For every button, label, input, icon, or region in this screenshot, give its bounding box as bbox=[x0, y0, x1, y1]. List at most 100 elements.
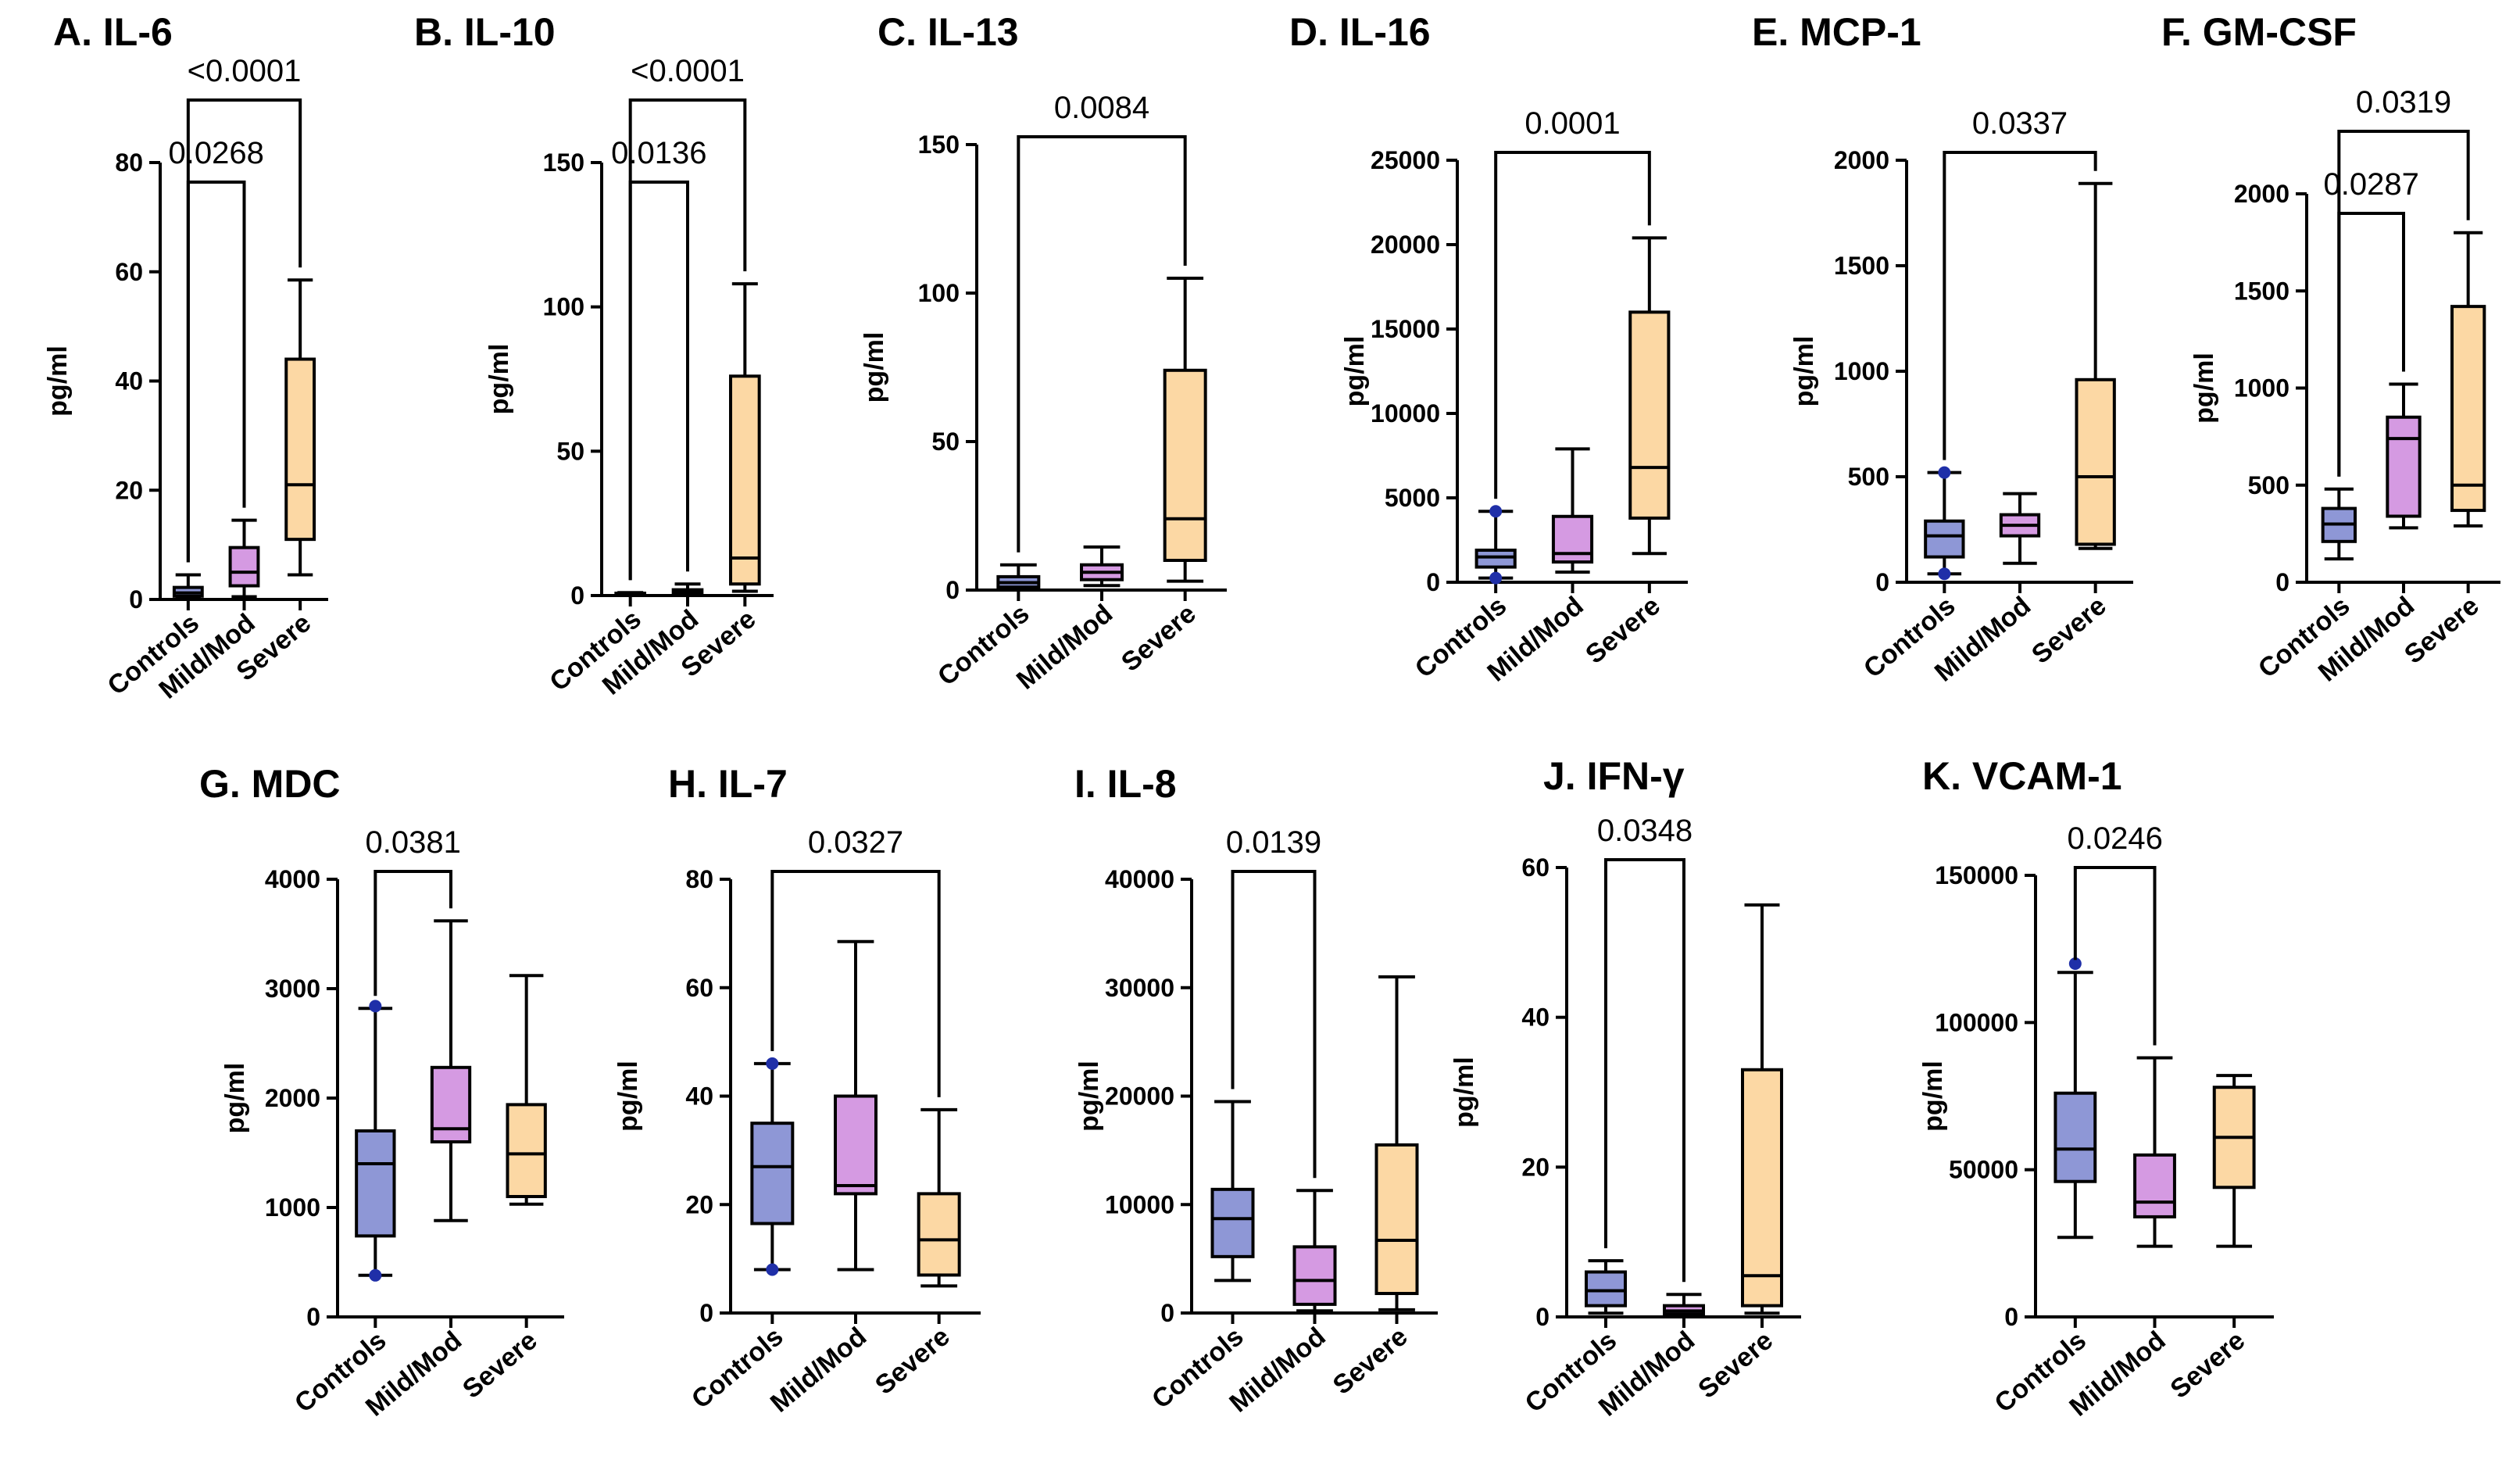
y-tick-label: 0 bbox=[1875, 568, 1889, 596]
panel-title: K. VCAM-1 bbox=[1922, 754, 2122, 798]
y-tick-label: 60 bbox=[115, 258, 143, 286]
box-mildmod bbox=[228, 518, 260, 599]
y-tick-label: 20 bbox=[1521, 1153, 1550, 1181]
box-severe bbox=[2212, 1074, 2256, 1248]
box-iqr bbox=[750, 1122, 795, 1225]
box-iqr bbox=[430, 1065, 472, 1144]
box-mildmod bbox=[834, 939, 878, 1272]
panel-title: C. IL-13 bbox=[878, 10, 1019, 54]
y-tick-label: 20000 bbox=[1371, 231, 1440, 259]
panel-title: I. IL-8 bbox=[1074, 762, 1177, 806]
y-tick-label: 1500 bbox=[1834, 252, 1889, 280]
y-tick-label: 20000 bbox=[1105, 1082, 1174, 1111]
box-severe bbox=[729, 282, 761, 593]
box-severe bbox=[917, 1107, 961, 1288]
box-controls bbox=[355, 1007, 396, 1277]
p-value-label: 0.0348 bbox=[1597, 814, 1693, 848]
y-tick-label: 500 bbox=[1848, 463, 1889, 491]
y-axis-label: pg/ml bbox=[860, 332, 889, 403]
panel-k: K. VCAM-1pg/ml050000100000150000Controls… bbox=[1918, 754, 2274, 1422]
outlier-point bbox=[1489, 505, 1503, 518]
y-tick-label: 0 bbox=[129, 585, 143, 614]
box-controls bbox=[1924, 470, 1965, 576]
box-mildmod bbox=[1999, 492, 2041, 565]
y-tick-label: 40 bbox=[1521, 1004, 1550, 1032]
y-tick-label: 5000 bbox=[1385, 484, 1440, 512]
y-tick-label: 150 bbox=[543, 148, 584, 177]
category-label-severe: Severe bbox=[1116, 599, 1202, 678]
y-tick-label: 0 bbox=[699, 1299, 713, 1327]
box-iqr bbox=[2054, 1091, 2097, 1183]
y-axis-label: pg/ml bbox=[1918, 1061, 1948, 1132]
box-iqr bbox=[834, 1094, 878, 1196]
bracket-line bbox=[186, 98, 302, 563]
bracket-line bbox=[374, 870, 452, 996]
box-controls bbox=[750, 1061, 795, 1272]
outlier-point bbox=[1938, 466, 1951, 479]
box-severe bbox=[1374, 975, 1419, 1311]
box-mildmod bbox=[2386, 382, 2422, 530]
box-iqr bbox=[729, 374, 761, 586]
y-tick-label: 500 bbox=[2248, 471, 2289, 499]
bracket-line bbox=[1943, 151, 2097, 460]
category-label-severe: Severe bbox=[2164, 1326, 2250, 1404]
y-tick-label: 40000 bbox=[1105, 865, 1174, 893]
category-label-severe: Severe bbox=[457, 1326, 543, 1404]
y-tick-label: 3000 bbox=[265, 975, 320, 1003]
bracket-line bbox=[2337, 130, 2470, 477]
box-severe bbox=[284, 278, 316, 577]
box-controls bbox=[172, 573, 204, 599]
box-iqr bbox=[1474, 548, 1517, 569]
y-tick-label: 1000 bbox=[2234, 374, 2289, 402]
y-tick-label: 2000 bbox=[1834, 146, 1889, 174]
box-iqr bbox=[355, 1129, 396, 1238]
box-iqr bbox=[2386, 415, 2422, 518]
p-value-label: 0.0327 bbox=[808, 825, 903, 860]
box-mildmod bbox=[671, 582, 704, 596]
y-tick-label: 25000 bbox=[1371, 146, 1440, 174]
y-tick-label: 20 bbox=[115, 476, 143, 504]
p-value-label: 0.0337 bbox=[1972, 106, 2068, 141]
significance-bracket: <0.0001 bbox=[186, 54, 302, 563]
y-tick-label: 1000 bbox=[1834, 357, 1889, 385]
outlier-point bbox=[766, 1057, 779, 1070]
category-label-severe: Severe bbox=[2399, 591, 2485, 670]
y-tick-label: 150000 bbox=[1935, 861, 2018, 889]
significance-bracket: 0.0319 bbox=[2337, 85, 2470, 477]
y-tick-label: 100000 bbox=[1935, 1008, 2018, 1036]
p-value-label: <0.0001 bbox=[188, 54, 302, 88]
y-tick-label: 15000 bbox=[1371, 315, 1440, 343]
y-axis-label: pg/ml bbox=[2189, 352, 2219, 424]
bracket-line bbox=[1017, 135, 1187, 553]
y-tick-label: 4000 bbox=[265, 865, 320, 893]
box-mildmod bbox=[2133, 1056, 2176, 1248]
box-controls bbox=[1474, 510, 1517, 580]
outlier-point bbox=[1489, 571, 1503, 585]
category-label-severe: Severe bbox=[870, 1322, 956, 1401]
category-label-severe: Severe bbox=[2026, 591, 2112, 670]
y-axis-label: pg/ml bbox=[1074, 1061, 1104, 1132]
p-value-label: 0.0084 bbox=[1054, 91, 1149, 125]
panel-c: C. IL-13pg/ml050100150ControlsMild/ModSe… bbox=[860, 10, 1227, 696]
box-iqr bbox=[228, 546, 260, 588]
box-mildmod bbox=[1663, 1293, 1705, 1318]
y-tick-label: 100 bbox=[918, 279, 960, 307]
box-severe bbox=[506, 974, 547, 1206]
p-value-label: 0.0246 bbox=[2067, 821, 2162, 856]
box-controls bbox=[2054, 971, 2097, 1240]
significance-bracket: <0.0001 bbox=[628, 54, 747, 581]
y-tick-label: 100 bbox=[543, 293, 584, 321]
y-tick-label: 20 bbox=[685, 1190, 713, 1218]
p-value-label: 0.0268 bbox=[168, 136, 263, 170]
y-axis-label: pg/ml bbox=[43, 345, 73, 417]
y-tick-label: 1000 bbox=[265, 1193, 320, 1222]
significance-bracket: 0.0139 bbox=[1226, 825, 1321, 1179]
y-axis-label: pg/ml bbox=[1449, 1057, 1479, 1128]
y-tick-label: 0 bbox=[570, 581, 584, 610]
panel-title: J. IFN-γ bbox=[1543, 754, 1685, 798]
category-label-severe: Severe bbox=[1328, 1322, 1414, 1401]
panel-i: I. IL-8pg/ml010000200003000040000Control… bbox=[1074, 762, 1438, 1419]
significance-bracket: 0.0337 bbox=[1943, 106, 2097, 460]
p-value-label: 0.0001 bbox=[1525, 106, 1620, 141]
panel-f: F. GM-CSFpg/ml0500100015002000ControlsMi… bbox=[2161, 10, 2500, 688]
